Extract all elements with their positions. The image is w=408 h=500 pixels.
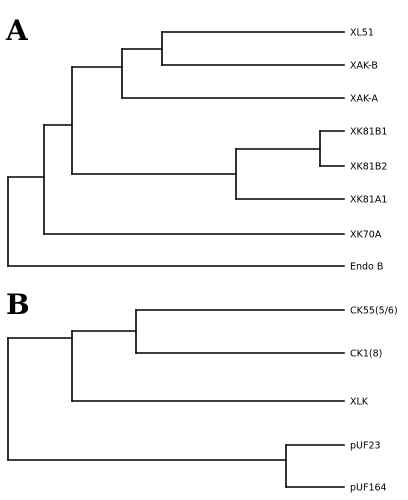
panel-a: A xyxy=(5,14,387,273)
leaf-label: XK81A1 xyxy=(350,195,387,206)
leaf-label: pUF23 xyxy=(350,441,381,452)
leaf-label: XK81B2 xyxy=(350,162,387,173)
leaf-label: XK70A xyxy=(350,230,382,241)
panel-a-letter: A xyxy=(5,14,29,47)
leaf-label: XL51 xyxy=(350,28,374,39)
leaf-label: XAK-B xyxy=(350,61,378,72)
leaf-label: pUF164 xyxy=(350,483,387,494)
panel-b: B CK55(5/6) CK1(8) XLK pUF23 pUF164 xyxy=(6,288,398,494)
panel-b-leaf-labels: CK55(5/6) CK1(8) XLK pUF23 pUF164 xyxy=(350,306,398,494)
leaf-label: XK81B1 xyxy=(350,127,387,138)
panel-a-leaf-labels: XL51 XAK-B XAK-A XK81B1 XK81B2 XK81A1 XK… xyxy=(350,28,387,273)
panel-b-letter: B xyxy=(6,288,30,321)
panel-b-tree-branches xyxy=(7,309,345,488)
leaf-label: Endo B xyxy=(350,262,383,273)
panel-a-tree-branches xyxy=(7,31,345,267)
leaf-label: XLK xyxy=(350,397,369,408)
leaf-label: CK55(5/6) xyxy=(350,306,398,317)
leaf-label: XAK-A xyxy=(350,94,378,105)
leaf-label: CK1(8) xyxy=(350,349,382,360)
